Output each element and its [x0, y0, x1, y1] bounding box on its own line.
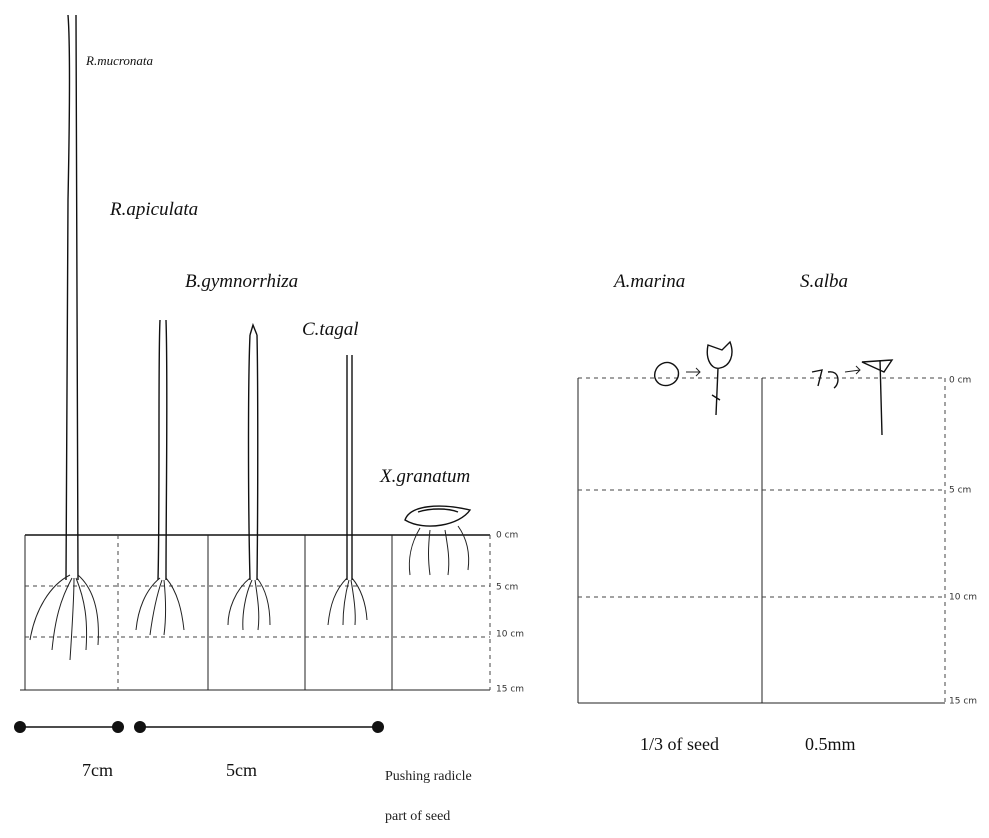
depth-label: 0 cm — [496, 531, 518, 541]
depth-label: 5 cm — [496, 583, 518, 593]
species-label: A.marina — [612, 271, 685, 292]
species-label: S.alba — [800, 271, 848, 292]
species-label: C.tagal — [302, 319, 358, 340]
note: part of seed — [385, 809, 450, 824]
right-soil-box — [577, 340, 946, 704]
depth-label: 10 cm — [949, 593, 977, 603]
depth-label: 5 cm — [949, 486, 971, 496]
plant-drawings — [29, 14, 472, 661]
note: Pushing radicle — [385, 769, 472, 784]
scale-bars — [14, 721, 384, 733]
depth-label: 10 cm — [496, 630, 524, 640]
depth-label: 0 cm — [949, 376, 971, 386]
scale-label: 5cm — [226, 760, 257, 780]
species-label: R.apiculata — [109, 199, 198, 220]
species-label: X.granatum — [379, 466, 470, 487]
note: 1/3 of seed — [640, 734, 719, 754]
left-soil-box — [20, 534, 491, 691]
depth-label: 15 cm — [496, 685, 524, 695]
species-label: B.gymnorrhiza — [185, 271, 298, 292]
note: 0.5mm — [805, 734, 856, 754]
depth-label: 15 cm — [949, 697, 977, 707]
species-label: R.mucronata — [85, 53, 154, 68]
scale-label: 7cm — [82, 760, 113, 780]
